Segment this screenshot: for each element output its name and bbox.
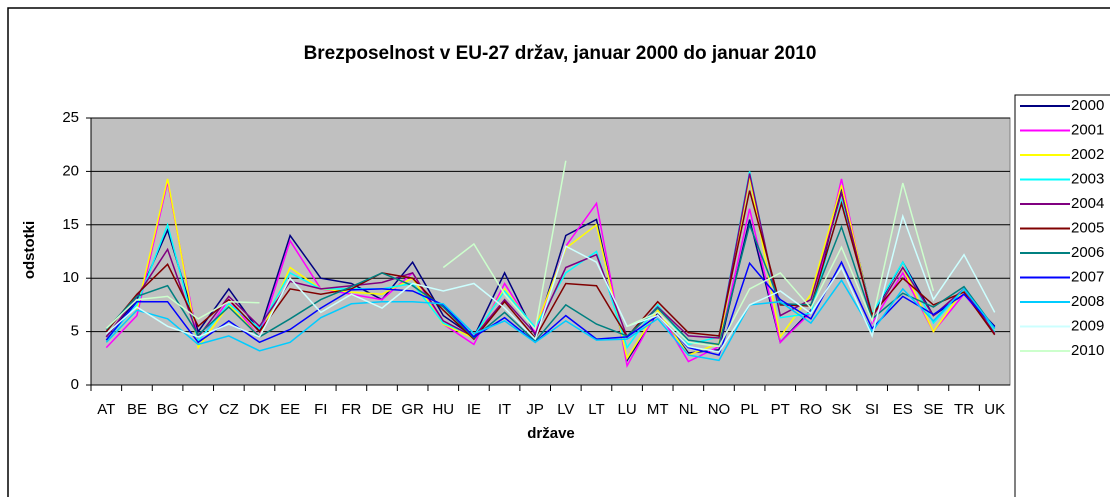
- x-tick-label: SK: [832, 401, 852, 418]
- legend-label: 2006: [1071, 244, 1104, 261]
- y-tick-label: 25: [62, 109, 79, 126]
- x-tick-label: JP: [526, 401, 544, 418]
- legend-label: 2009: [1071, 317, 1104, 334]
- y-tick-label: 15: [62, 216, 79, 233]
- legend-label: 2007: [1071, 268, 1104, 285]
- x-tick-label: NO: [708, 401, 731, 418]
- legend-label: 2010: [1071, 342, 1104, 359]
- x-tick-label: CY: [188, 401, 209, 418]
- x-tick-label: LV: [557, 401, 574, 418]
- x-tick-label: LU: [617, 401, 636, 418]
- x-tick-label: SE: [923, 401, 943, 418]
- y-tick-label: 5: [71, 323, 79, 340]
- x-tick-label: BE: [127, 401, 147, 418]
- x-tick-label: SI: [865, 401, 879, 418]
- series-line: [105, 278, 996, 362]
- x-tick-label: BG: [157, 401, 179, 418]
- legend-label: 2008: [1071, 293, 1104, 310]
- y-tick-label: 0: [71, 376, 79, 393]
- x-tick-label: IE: [467, 401, 481, 418]
- plot-area: [90, 117, 1011, 386]
- series-line: [105, 222, 996, 346]
- x-tick-label: DK: [249, 401, 270, 418]
- x-tick-label: LT: [588, 401, 604, 418]
- x-tick-label: DE: [372, 401, 393, 418]
- y-axis-title: odstotki: [21, 221, 38, 279]
- y-tick-label: 20: [62, 162, 79, 179]
- x-tick-label: PL: [740, 401, 758, 418]
- legend-label: 2004: [1071, 195, 1104, 212]
- chart-title: Brezposelnost v EU-27 držav, januar 2000…: [304, 43, 817, 64]
- legend-label: 2001: [1071, 121, 1104, 138]
- x-tick-label: FR: [341, 401, 361, 418]
- x-tick-label: RO: [800, 401, 823, 418]
- x-tick-label: AT: [97, 401, 115, 418]
- x-tick-label: EE: [280, 401, 300, 418]
- x-tick-label: HU: [432, 401, 454, 418]
- legend-label: 2003: [1071, 170, 1104, 187]
- legend-label: 2005: [1071, 219, 1104, 236]
- x-tick-label: CZ: [219, 401, 239, 418]
- series-line: [105, 173, 996, 339]
- x-tick-label: ES: [893, 401, 913, 418]
- x-tick-label: UK: [984, 401, 1005, 418]
- legend-label: 2000: [1071, 97, 1104, 114]
- x-axis-title: države: [527, 425, 575, 442]
- series-line: [105, 213, 996, 353]
- y-tick-label: 10: [62, 269, 79, 286]
- legend-box: [1014, 94, 1110, 497]
- legend-label: 2002: [1071, 146, 1104, 163]
- x-tick-label: MT: [647, 401, 669, 418]
- series-line: [105, 260, 996, 356]
- x-tick-label: TR: [954, 401, 974, 418]
- series-line: [105, 190, 996, 341]
- x-tick-label: PT: [771, 401, 790, 418]
- x-tick-label: IT: [498, 401, 511, 418]
- series-line: [105, 160, 935, 348]
- x-tick-label: NL: [679, 401, 698, 418]
- x-tick-label: GR: [401, 401, 424, 418]
- x-tick-label: FI: [314, 401, 327, 418]
